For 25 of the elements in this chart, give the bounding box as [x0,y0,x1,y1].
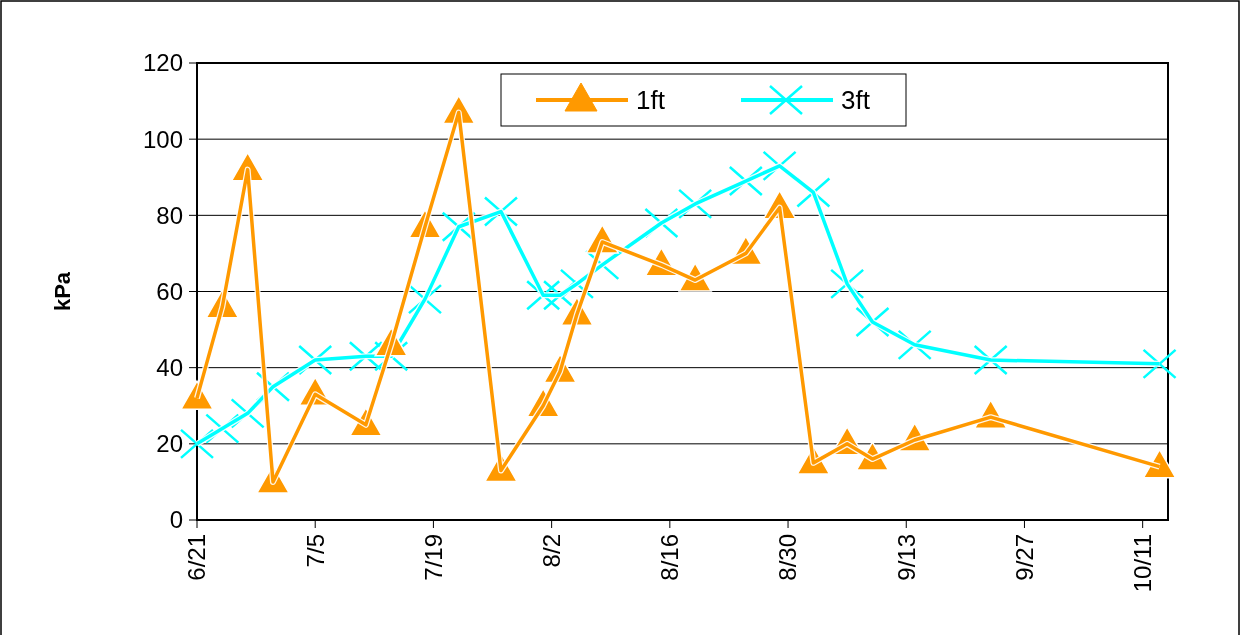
x-tick-label: 6/21 [183,534,211,581]
y-tick-label: 20 [156,430,183,458]
y-tick-label: 100 [142,125,183,153]
y-tick-label: 80 [156,201,183,229]
legend-label: 1ft [636,85,666,116]
point [973,344,1008,376]
point [1142,348,1177,380]
legend-label: 3ft [841,85,871,116]
x-tick-label: 9/27 [1010,534,1038,581]
x-tick-label: 7/19 [419,534,447,581]
y-tick-label: 40 [156,354,183,382]
y-axis-title: kPa [50,271,75,312]
point [796,177,831,208]
point [829,268,865,300]
x-tick-label: 8/2 [538,534,566,568]
y-tick-label: 120 [142,49,183,77]
x-tick-label: 8/16 [656,534,684,581]
point [762,150,797,182]
x-tick-label: 8/30 [774,534,802,581]
x-tick-label: 7/5 [301,534,329,568]
x-tick-label: 9/13 [892,534,920,581]
point [525,280,561,311]
y-tick-label: 60 [156,277,183,305]
y-tick-label: 0 [169,506,183,534]
x-tick-label: 10/11 [1129,534,1157,593]
